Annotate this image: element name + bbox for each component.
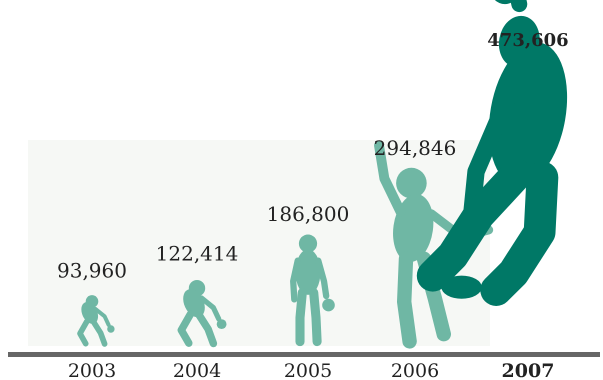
figure-part [488, 42, 568, 186]
data-label-2003: 93,960 [57, 259, 127, 283]
figure-limb [295, 288, 307, 347]
figure-limb [480, 161, 559, 307]
x-tick-label-2003: 2003 [68, 360, 116, 380]
figure-part [295, 249, 321, 295]
figure-part [396, 167, 427, 199]
figure-part [107, 325, 115, 333]
x-tick-label-2006: 2006 [391, 360, 439, 380]
data-label-2004: 122,414 [156, 241, 239, 265]
figure-part [441, 275, 482, 299]
figure-limb [90, 319, 108, 347]
data-label-2005: 186,800 [267, 202, 350, 226]
figure-limb [374, 140, 406, 217]
x-tick-label-2007: 2007 [502, 360, 555, 380]
bar-figure-2006 [374, 140, 494, 349]
x-axis-baseline [8, 352, 600, 357]
figure-limb [198, 295, 222, 322]
bar-figure-2004 [177, 280, 227, 348]
figure-part [183, 289, 205, 318]
bar-figure-2007 [416, 0, 568, 307]
figure-limb [416, 158, 533, 292]
figure-limb [195, 311, 218, 348]
figure-part [322, 298, 335, 312]
figure-limb [397, 251, 417, 349]
bar-figure-2003 [77, 295, 115, 347]
data-label-2006: 294,846 [374, 136, 457, 160]
figure-limb [309, 288, 322, 347]
figure-part [494, 0, 515, 5]
bar-figure-2005 [290, 234, 335, 347]
figure-part [216, 319, 227, 329]
figure-limb [290, 257, 301, 303]
figure-limb [177, 310, 195, 347]
x-tick-label-2005: 2005 [284, 360, 332, 380]
figure-limb [315, 257, 330, 300]
figure-part [298, 234, 318, 253]
x-tick-label-2004: 2004 [173, 360, 221, 380]
figure-part [81, 302, 99, 324]
data-label-2007: 473,606 [487, 30, 568, 51]
figure-limb [77, 318, 90, 347]
figure-limb [93, 306, 111, 327]
